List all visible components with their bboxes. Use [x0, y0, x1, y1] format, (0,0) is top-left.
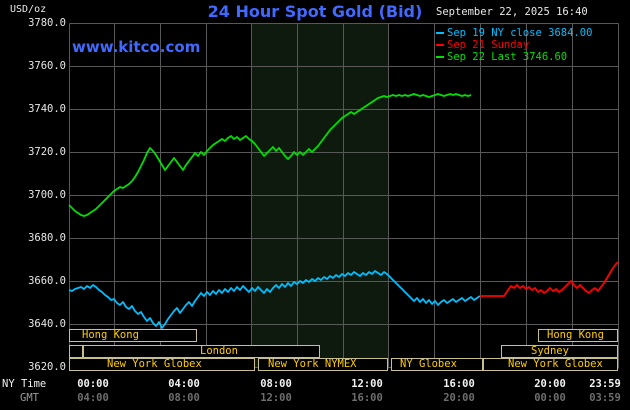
page-title: 24 Hour Spot Gold (Bid)	[207, 2, 423, 21]
x-tick-ny-2000: 20:00	[534, 378, 566, 390]
series-prev-close-line	[68, 270, 481, 329]
x-tick-gmt-1200: 12:00	[260, 392, 292, 404]
legend-label-last: Sep 22 Last 3746.60	[447, 51, 568, 63]
session-label-ny-nymex: New York NYMEX	[268, 358, 357, 370]
session-label-sydney: Sydney	[531, 345, 569, 357]
session-label-london: London	[200, 345, 238, 357]
x-tick-ny-2359: 23:59	[589, 378, 621, 390]
session-label-ny-globex-mid: NY Globex	[400, 358, 457, 370]
x-tick-ny-1600: 16:00	[443, 378, 475, 390]
session-label-hong-kong-am: Hong Kong	[82, 329, 139, 341]
y-tick-3700: 3700.0	[28, 189, 66, 201]
x-tick-ny-0400: 04:00	[168, 378, 200, 390]
x-tick-ny-1200: 12:00	[351, 378, 383, 390]
y-tick-3760: 3760.0	[28, 60, 66, 72]
x-tick-gmt-1600: 16:00	[351, 392, 383, 404]
series-sunday-line	[480, 261, 619, 297]
legend-label-prev-close: Sep 19 NY close 3684.00	[447, 27, 593, 39]
session-label-hong-kong-pm: Hong Kong	[547, 329, 604, 341]
session-bar-row2-stub	[69, 345, 83, 358]
watermark-kitco: www.kitco.com	[72, 38, 201, 56]
legend-swatch-prev-close-icon	[436, 32, 444, 34]
x-tick-gmt-0800: 08:00	[168, 392, 200, 404]
legend-item-prev-close: Sep 19 NY close 3684.00	[436, 27, 592, 39]
x-axis-gmt-title: GMT	[20, 392, 39, 404]
x-tick-gmt-0400: 04:00	[77, 392, 109, 404]
y-tick-3720: 3720.0	[28, 146, 66, 158]
x-tick-ny-0800: 08:00	[260, 378, 292, 390]
series-last-line	[68, 93, 472, 217]
session-bar-ny-globex-am	[69, 358, 255, 371]
session-bar-london	[83, 345, 320, 358]
session-label-ny-globex-pm: New York Globex	[508, 358, 603, 370]
session-label-ny-globex-am: New York Globex	[107, 358, 202, 370]
y-tick-3640: 3640.0	[28, 318, 66, 330]
x-tick-gmt-0000: 00:00	[534, 392, 566, 404]
session-bar-hong-kong-pm	[538, 329, 618, 342]
y-tick-3660: 3660.0	[28, 275, 66, 287]
legend-item-sunday: Sep 21 Sunday	[436, 39, 592, 51]
legend-swatch-last-icon	[436, 56, 444, 58]
y-tick-3620: 3620.0	[28, 361, 66, 373]
legend: Sep 19 NY close 3684.00 Sep 21 Sunday Se…	[436, 27, 592, 63]
y-tick-3740: 3740.0	[28, 103, 66, 115]
y-tick-3780: 3780.0	[28, 17, 66, 29]
y-tick-3680: 3680.0	[28, 232, 66, 244]
timestamp: September 22, 2025 16:40	[436, 6, 588, 18]
legend-item-last: Sep 22 Last 3746.60	[436, 51, 592, 63]
session-bar-hong-kong-am	[69, 329, 197, 342]
legend-swatch-sunday-icon	[436, 44, 444, 46]
session-bar-ny-globex-mid	[391, 358, 483, 371]
session-bar-ny-nymex	[258, 358, 388, 371]
session-bar-sydney	[501, 345, 618, 358]
legend-label-sunday: Sep 21 Sunday	[447, 39, 530, 51]
y-axis: 3780.0 3760.0 3740.0 3720.0 3700.0 3680.…	[0, 0, 66, 410]
x-tick-ny-0000: 00:00	[77, 378, 109, 390]
y-axis-unit-label: USD/oz	[10, 4, 47, 15]
x-axis-ny-time-title: NY Time	[2, 378, 47, 390]
session-bar-ny-globex-pm	[483, 358, 618, 371]
x-tick-gmt-0359: 03:59	[589, 392, 621, 404]
x-tick-gmt-2000: 20:00	[443, 392, 475, 404]
